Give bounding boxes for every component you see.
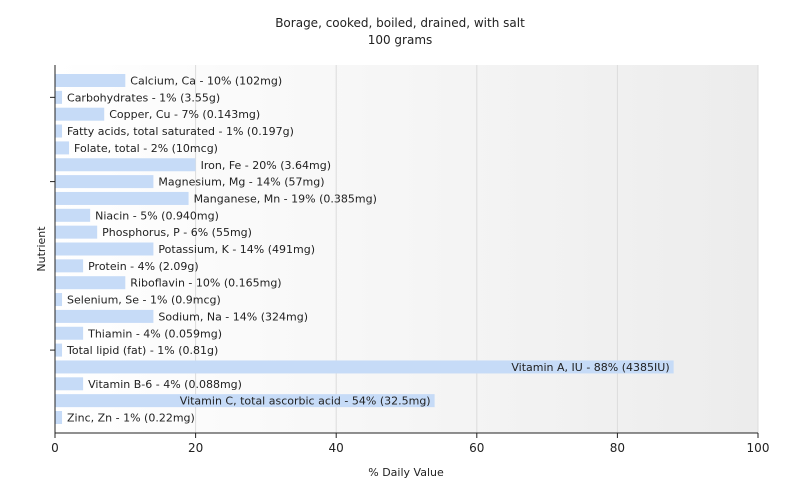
bar-label: Total lipid (fat) - 1% (0.81g) bbox=[66, 344, 218, 357]
axes bbox=[50, 65, 758, 434]
bar bbox=[55, 158, 196, 172]
bar bbox=[55, 309, 154, 323]
x-tick-label: 60 bbox=[469, 441, 484, 455]
x-axis-title: % Daily Value bbox=[368, 466, 444, 479]
bar-label: Magnesium, Mg - 14% (57mg) bbox=[158, 176, 324, 189]
bar bbox=[55, 107, 105, 121]
chart-title: Borage, cooked, boiled, drained, with sa… bbox=[275, 16, 525, 30]
y-axis-title: Nutrient bbox=[35, 226, 48, 272]
bar bbox=[55, 259, 84, 273]
bar bbox=[55, 208, 91, 222]
bar-label: Vitamin B-6 - 4% (0.088mg) bbox=[88, 378, 242, 391]
bar-label: Niacin - 5% (0.940mg) bbox=[95, 209, 219, 222]
bar-label: Fatty acids, total saturated - 1% (0.197… bbox=[67, 125, 294, 138]
bar bbox=[55, 276, 126, 290]
bar bbox=[55, 90, 63, 104]
x-tick-label: 40 bbox=[329, 441, 344, 455]
bar bbox=[55, 242, 154, 256]
bar-label: Calcium, Ca - 10% (102mg) bbox=[130, 75, 282, 88]
bar bbox=[55, 293, 63, 307]
bar bbox=[55, 343, 63, 357]
bar-label: Selenium, Se - 1% (0.9mcg) bbox=[67, 294, 221, 307]
bar-label: Potassium, K - 14% (491mg) bbox=[158, 243, 315, 256]
x-tick-label: 80 bbox=[610, 441, 625, 455]
x-ticks: 0 20 40 60 80 100 bbox=[51, 433, 769, 455]
bar-label: Thiamin - 4% (0.059mg) bbox=[87, 327, 222, 340]
bar-label: Protein - 4% (2.09g) bbox=[88, 260, 199, 273]
bar bbox=[55, 74, 126, 87]
bar bbox=[55, 360, 674, 374]
bar bbox=[55, 411, 63, 424]
bar-label: Riboflavin - 10% (0.165mg) bbox=[130, 277, 281, 290]
bar bbox=[55, 191, 189, 205]
bar-label: Folate, total - 2% (10mcg) bbox=[74, 142, 218, 155]
bar-label: Vitamin A, IU - 88% (4385IU) bbox=[511, 361, 669, 374]
bar bbox=[55, 225, 98, 239]
bar-label: Iron, Fe - 20% (3.64mg) bbox=[201, 159, 331, 172]
bar-label: Sodium, Na - 14% (324mg) bbox=[158, 310, 308, 323]
bar bbox=[55, 124, 63, 138]
x-tick-label: 20 bbox=[188, 441, 203, 455]
bar-label: Phosphorus, P - 6% (55mg) bbox=[102, 226, 252, 239]
bar-label: Manganese, Mn - 19% (0.385mg) bbox=[194, 192, 377, 205]
chart-subtitle: 100 grams bbox=[368, 33, 433, 47]
bar bbox=[55, 326, 84, 340]
bar-label: Copper, Cu - 7% (0.143mg) bbox=[109, 108, 260, 121]
bar bbox=[55, 175, 154, 189]
bar bbox=[55, 394, 435, 408]
bar-label: Zinc, Zn - 1% (0.22mg) bbox=[67, 412, 195, 425]
bar-label: Vitamin C, total ascorbic acid - 54% (32… bbox=[180, 395, 431, 408]
bar bbox=[55, 377, 84, 391]
bar bbox=[55, 141, 70, 155]
bar-label: Carbohydrates - 1% (3.55g) bbox=[67, 91, 220, 104]
x-tick-label: 0 bbox=[51, 441, 59, 455]
bars: Calcium, Ca - 10% (102mg) Carbohydrates -… bbox=[55, 74, 674, 425]
x-tick-label: 100 bbox=[747, 441, 770, 455]
